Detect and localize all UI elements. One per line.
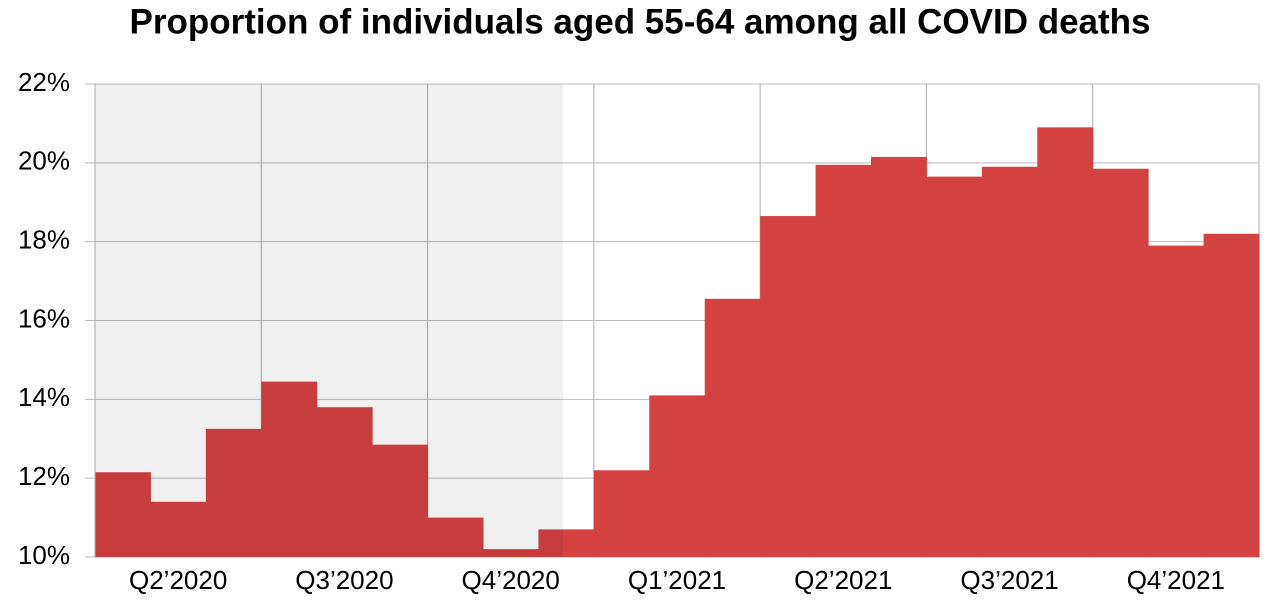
x-tick-label: Q4’2020 — [462, 565, 560, 595]
bar — [427, 517, 484, 557]
bar — [316, 407, 373, 557]
bar — [926, 176, 983, 558]
bar — [205, 428, 262, 557]
bar — [593, 470, 650, 557]
y-tick-label: 18% — [18, 225, 70, 255]
y-tick-label: 16% — [18, 303, 70, 333]
bar — [1148, 245, 1205, 557]
bar — [704, 298, 761, 557]
bar — [649, 395, 706, 557]
bar — [261, 381, 318, 557]
bar — [871, 156, 927, 557]
x-tick-label: Q3’2020 — [295, 565, 393, 595]
bar — [95, 472, 151, 557]
x-tick-label: Q2’2021 — [794, 565, 892, 595]
bar — [1037, 127, 1094, 557]
x-tick-label: Q4’2021 — [1127, 565, 1225, 595]
bar — [760, 216, 817, 557]
x-tick-label: Q3’2021 — [960, 565, 1058, 595]
bar — [538, 529, 595, 557]
bar — [981, 166, 1038, 557]
y-tick-label: 14% — [18, 382, 70, 412]
y-tick-label: 20% — [18, 146, 70, 176]
bar — [372, 444, 429, 557]
x-tick-label: Q2’2020 — [129, 565, 227, 595]
y-tick-label: 10% — [18, 540, 70, 570]
bar — [483, 549, 539, 557]
y-tick-label: 22% — [18, 67, 70, 97]
bar — [1092, 168, 1149, 557]
shaded-period — [95, 84, 563, 557]
bar — [150, 501, 207, 557]
x-tick-label: Q1’2021 — [628, 565, 726, 595]
bar — [815, 164, 872, 557]
y-tick-label: 12% — [18, 461, 70, 491]
chart-title: Proportion of individuals aged 55-64 amo… — [130, 2, 1151, 41]
bar — [1203, 233, 1260, 558]
